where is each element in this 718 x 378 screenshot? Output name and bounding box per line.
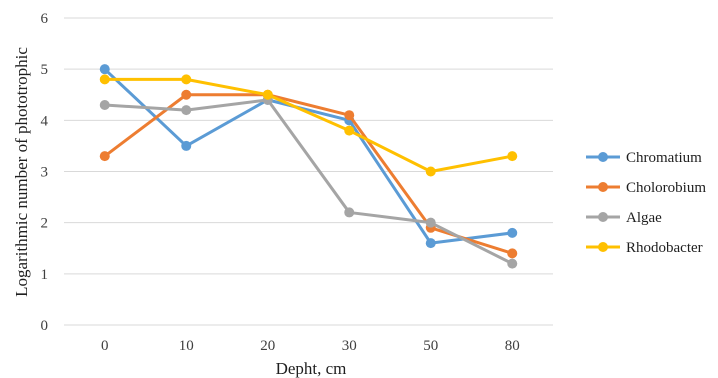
data-point [181,74,192,85]
series-lines [99,64,518,269]
data-point [99,64,110,75]
y-tick-label: 1 [41,267,49,283]
data-point [425,238,436,249]
data-point [507,258,518,269]
y-tick-label: 6 [41,11,49,27]
series-line [103,98,514,266]
data-point [99,74,110,85]
x-tick-label: 50 [423,338,438,354]
data-point [181,105,192,116]
series-line [103,93,514,255]
x-tick-label: 10 [179,338,194,354]
y-axis-ticks: 0 1 2 3 4 5 6 [41,11,49,334]
y-tick-label: 4 [41,113,49,129]
legend-item: Chromatium [586,150,702,166]
series-line [103,77,514,173]
legend: Chromatium Cholorobium Algae Rhodobacter [586,150,706,256]
legend-label: Algae [626,210,662,226]
legend-swatch-marker [598,212,608,222]
x-tick-label: 20 [260,338,275,354]
gridlines [64,17,553,326]
data-point [181,140,192,151]
series-algae [99,94,518,269]
y-tick-label: 2 [41,216,49,232]
data-point [262,89,273,100]
legend-label: Cholorobium [626,180,706,196]
data-point [344,207,355,218]
legend-item: Algae [586,210,662,226]
data-point [99,99,110,110]
x-tick-label: 30 [342,338,357,354]
data-point [344,110,355,121]
data-point [507,248,518,259]
y-axis-title: Logarithmic number of phototrophic [12,47,31,297]
series-line [103,67,514,245]
data-point [507,151,518,162]
x-tick-label: 80 [505,338,520,354]
legend-swatch-marker [598,242,608,252]
legend-label: Rhodobacter [626,240,703,256]
data-point [425,166,436,177]
x-tick-label: 0 [101,338,109,354]
data-point [344,125,355,136]
legend-item: Rhodobacter [586,240,703,256]
x-axis-title: Depht, cm [276,359,347,378]
data-point [507,227,518,238]
data-point [425,217,436,228]
series-rhodobacter [99,74,518,177]
legend-swatch-marker [598,182,608,192]
data-point [99,151,110,162]
legend-item: Cholorobium [586,180,706,196]
x-axis-ticks: 0 10 20 30 50 80 [101,338,520,354]
y-tick-label: 5 [41,62,49,78]
y-tick-label: 0 [41,318,49,334]
legend-swatch-marker [598,152,608,162]
y-tick-label: 3 [41,165,49,181]
legend-label: Chromatium [626,150,702,166]
data-point [181,89,192,100]
